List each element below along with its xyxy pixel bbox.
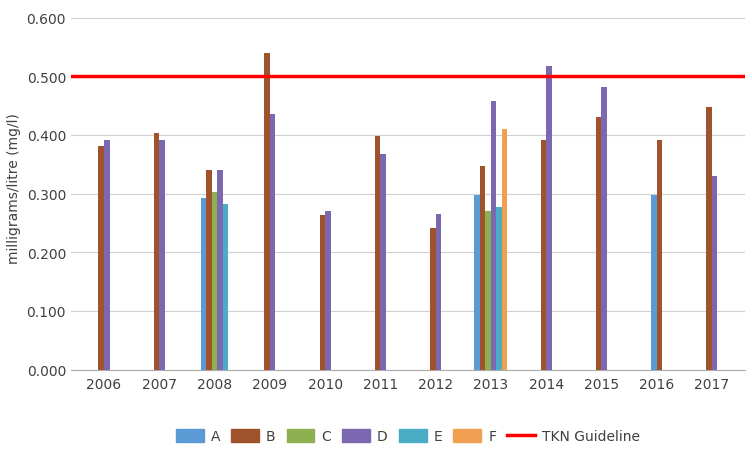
Bar [475, 195, 480, 370]
Bar [159, 141, 165, 370]
Legend: A, B, C, D, E, F, TKN Guideline: A, B, C, D, E, F, TKN Guideline [171, 424, 645, 449]
Bar [270, 115, 275, 370]
Bar [485, 212, 491, 370]
Bar [212, 193, 217, 370]
Bar [325, 212, 331, 370]
Bar [480, 167, 485, 370]
Bar [502, 130, 508, 370]
Bar [546, 67, 552, 370]
Bar [430, 229, 435, 370]
Bar [320, 216, 325, 370]
Bar [541, 140, 546, 370]
Bar [491, 102, 496, 370]
Bar [264, 54, 270, 370]
Bar [496, 208, 502, 370]
Bar [435, 215, 441, 370]
Bar [99, 147, 104, 370]
Bar [374, 136, 381, 370]
Bar [602, 88, 607, 370]
Bar [104, 141, 110, 370]
Bar [651, 196, 656, 370]
Bar [201, 199, 206, 370]
Y-axis label: milligrams/litre (mg/l): milligrams/litre (mg/l) [7, 113, 21, 264]
Bar [381, 154, 386, 370]
Bar [223, 205, 229, 370]
Bar [153, 133, 159, 370]
Bar [206, 171, 212, 370]
Bar [706, 108, 712, 370]
Bar [596, 118, 602, 370]
Bar [712, 177, 717, 370]
Bar [217, 171, 223, 370]
Bar [656, 140, 663, 370]
